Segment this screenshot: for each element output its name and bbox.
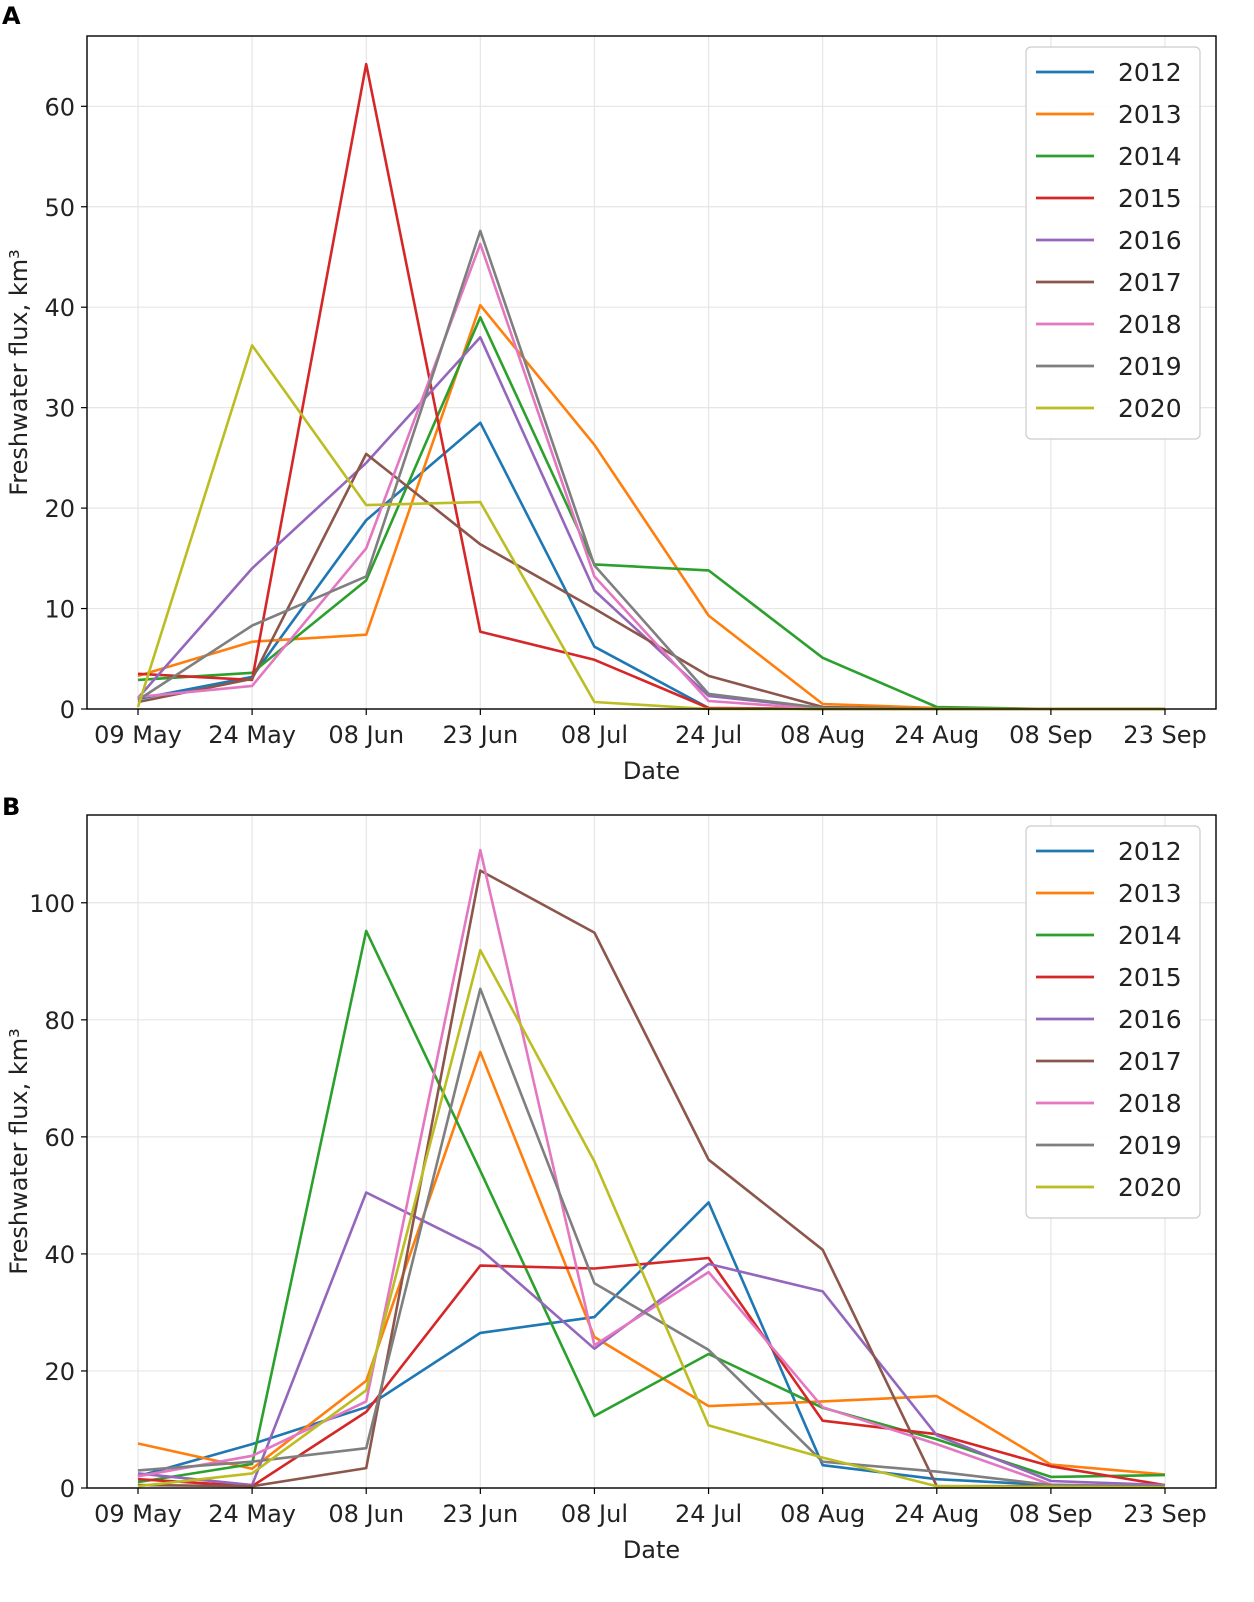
x-tick-label: 08 Jul xyxy=(561,1500,628,1528)
legend-label: 2012 xyxy=(1118,837,1182,866)
x-tick-label: 23 Sep xyxy=(1123,1500,1206,1528)
y-tick-label: 40 xyxy=(44,1241,75,1269)
y-tick-label: 80 xyxy=(44,1007,75,1035)
legend-label: 2015 xyxy=(1118,184,1182,213)
series-line-2014 xyxy=(137,929,1166,1484)
x-tick-label: 24 May xyxy=(208,721,296,749)
legend-label: 2013 xyxy=(1118,879,1182,908)
y-axis-label: Freshwater flux, km³ xyxy=(5,249,33,496)
series-line-2020 xyxy=(136,344,1165,711)
x-tick-label: 24 Jul xyxy=(675,1500,742,1528)
series-line-2020 xyxy=(137,948,1166,1489)
x-tick-label: 23 Jun xyxy=(442,721,518,749)
x-tick-label: 24 May xyxy=(208,1500,296,1528)
legend-label: 2014 xyxy=(1118,921,1182,950)
y-axis-label: Freshwater flux, km³ xyxy=(5,1028,33,1275)
legend-label: 2018 xyxy=(1118,1089,1182,1118)
legend-label: 2020 xyxy=(1118,394,1182,423)
legend-box xyxy=(1025,46,1201,440)
legend-label: 2015 xyxy=(1118,963,1182,992)
series-line-2017 xyxy=(137,452,1165,711)
legend-label: 2013 xyxy=(1118,100,1182,129)
x-tick-label: 09 May xyxy=(94,721,182,749)
y-tick-label: 10 xyxy=(44,596,75,624)
series-line-2019 xyxy=(137,987,1166,1488)
x-tick-label: 08 Sep xyxy=(1009,721,1092,749)
series-line-2013 xyxy=(137,1050,1166,1476)
legend-label: 2017 xyxy=(1118,268,1182,297)
series-line-2013 xyxy=(137,303,1165,711)
legend: 2012 2013 2014 2015 2016 2017 2018 2019 2020 xyxy=(1025,46,1201,440)
y-tick-label: 40 xyxy=(44,294,75,322)
plot-frame xyxy=(86,814,1217,1489)
y-tick-label: 20 xyxy=(44,1358,75,1386)
x-tick-label: 09 May xyxy=(94,1500,182,1528)
x-axis-label: Date xyxy=(623,1536,680,1564)
x-tick-label: 08 Jul xyxy=(561,721,628,749)
legend-label: 2019 xyxy=(1118,352,1182,381)
y-tick-label: 100 xyxy=(29,890,75,918)
legend-label: 2016 xyxy=(1118,1005,1182,1034)
series-line-2016 xyxy=(137,335,1165,711)
legend-label: 2014 xyxy=(1118,142,1182,171)
legend-label: 2020 xyxy=(1118,1173,1182,1202)
legend: 2012 2013 2014 2015 2016 2017 2018 2019 2020 xyxy=(1025,825,1201,1219)
legend-label: 2012 xyxy=(1118,58,1182,87)
panel-letter-a: A xyxy=(2,2,21,30)
x-tick-label: 24 Jul xyxy=(675,721,742,749)
x-tick-label: 08 Sep xyxy=(1009,1500,1092,1528)
series-line-2015 xyxy=(137,1256,1166,1488)
x-tick-label: 23 Sep xyxy=(1123,721,1206,749)
x-tick-label: 24 Aug xyxy=(894,1500,979,1528)
y-tick-label: 60 xyxy=(44,93,75,121)
x-tick-label: 08 Aug xyxy=(780,1500,865,1528)
x-tick-label: 08 Jun xyxy=(328,1500,404,1528)
series-line-2017 xyxy=(137,869,1166,1489)
series-line-2018 xyxy=(137,848,1166,1488)
series-line-2018 xyxy=(137,242,1165,711)
legend-label: 2016 xyxy=(1118,226,1182,255)
series-line-2014 xyxy=(137,315,1165,711)
x-tick-label: 08 Jun xyxy=(328,721,404,749)
y-tick-label: 0 xyxy=(60,1475,75,1503)
plot-frame xyxy=(86,35,1217,710)
x-tick-label: 23 Jun xyxy=(442,1500,518,1528)
series-line-2016 xyxy=(137,1191,1166,1487)
x-tick-label: 24 Aug xyxy=(894,721,979,749)
legend-label: 2019 xyxy=(1118,1131,1182,1160)
y-tick-label: 20 xyxy=(44,495,75,523)
panel-letter-b: B xyxy=(2,793,20,821)
legend-label: 2017 xyxy=(1118,1047,1182,1076)
y-tick-label: 0 xyxy=(60,696,75,724)
series-line-2015 xyxy=(137,62,1165,711)
x-axis-label: Date xyxy=(623,757,680,785)
legend-label: 2018 xyxy=(1118,310,1182,339)
legend-box xyxy=(1025,825,1201,1219)
panel-b-chart: 09 May 24 May 08 Jun 23 Jun 08 Jul 24 Jul 08 A… xyxy=(5,814,1217,1564)
x-tick-label: 08 Aug xyxy=(780,721,865,749)
y-tick-label: 30 xyxy=(44,395,75,423)
y-tick-label: 60 xyxy=(44,1124,75,1152)
panel-a-chart: 09 May 24 May 08 Jun 23 Jun 08 Jul 24 Jul 08 A… xyxy=(5,35,1217,785)
y-tick-label: 50 xyxy=(44,194,75,222)
